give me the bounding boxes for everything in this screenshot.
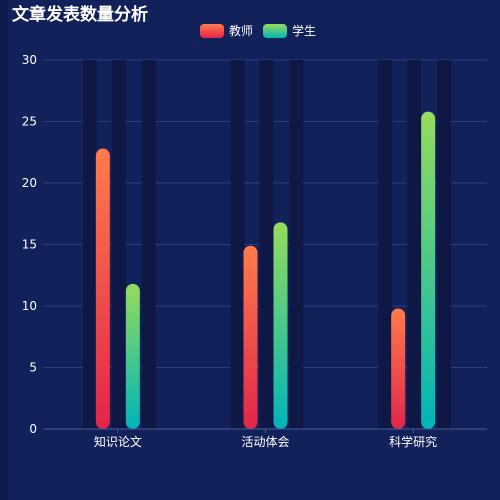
x-tick-label: 知识论文 <box>94 434 142 449</box>
y-tick-label: 10 <box>22 299 37 313</box>
bar-track <box>289 60 304 429</box>
bar-student-0[interactable] <box>125 283 140 429</box>
legend: 教师 学生 <box>200 23 316 38</box>
bar-track <box>230 60 245 429</box>
y-tick-label: 30 <box>22 53 37 67</box>
legend-swatch-student[interactable] <box>263 24 287 38</box>
bar-track <box>111 60 126 429</box>
bar-track <box>259 60 274 429</box>
y-tick-label: 0 <box>29 422 37 436</box>
y-tick-label: 25 <box>22 115 37 129</box>
y-axis: 0 5 10 15 20 25 30 <box>22 53 37 436</box>
bar-tracks <box>82 60 452 429</box>
y-tick-label: 5 <box>29 361 37 375</box>
chart-title: 文章发表数量分析 <box>12 4 148 25</box>
bar-student-2[interactable] <box>421 111 436 429</box>
y-tick-label: 20 <box>22 176 37 190</box>
bar-track <box>407 60 422 429</box>
bar-teacher-0[interactable] <box>95 148 110 429</box>
bar-track <box>378 60 393 429</box>
y-tick-label: 15 <box>22 238 37 252</box>
x-tick-label: 活动体会 <box>241 435 289 449</box>
legend-swatch-teacher[interactable] <box>200 24 224 38</box>
bar-student-1[interactable] <box>273 222 288 429</box>
bar-track <box>82 60 97 429</box>
x-tick-label: 科学研究 <box>389 434 437 449</box>
legend-label-student: 学生 <box>292 23 316 38</box>
legend-label-teacher: 教师 <box>229 23 253 38</box>
bar-teacher-2[interactable] <box>391 308 406 429</box>
bar-track <box>437 60 452 429</box>
bar-teacher-1[interactable] <box>243 245 258 429</box>
x-axis: 知识论文 活动体会 科学研究 <box>44 428 487 449</box>
bar-track <box>141 60 156 429</box>
left-edge-strip <box>0 0 8 500</box>
bars <box>95 111 436 429</box>
